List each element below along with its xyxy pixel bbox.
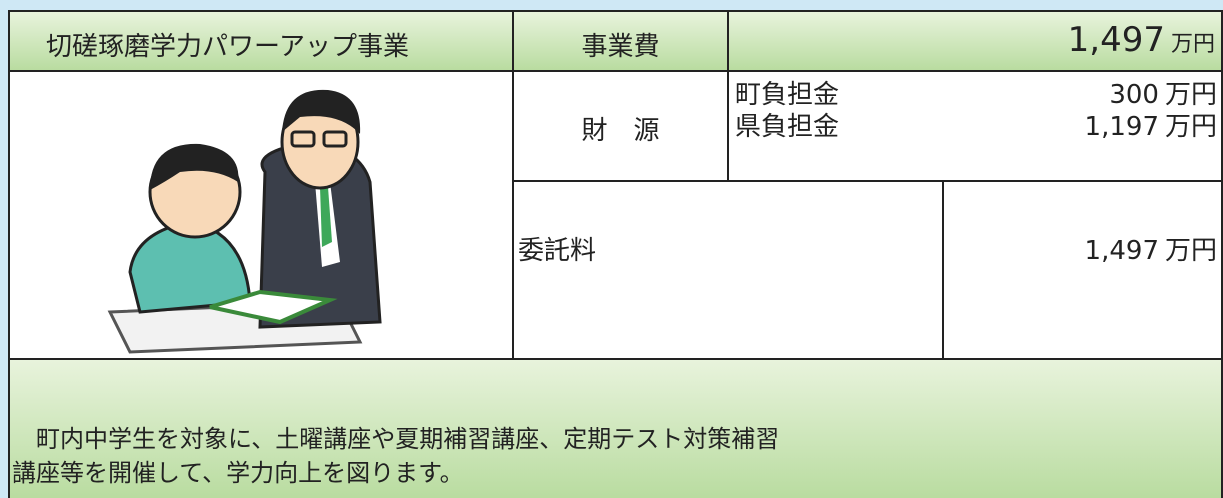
unit: 万円 [1164, 80, 1217, 110]
cost-label: 事業費 [581, 32, 660, 62]
commission-cell: 1,497 万円 [942, 180, 1223, 360]
funding-amount: 300 万円 [1109, 74, 1217, 111]
unit: 万円 [1164, 236, 1217, 266]
description: 町内中学生を対象に、土曜講座や夏期補習講座、定期テスト対策補習講座等を開催して、… [12, 425, 780, 487]
amount: 1,197 [1084, 112, 1159, 142]
funding-name: 町負担金 [735, 80, 840, 110]
funding-label-cell: 財 源 [512, 70, 729, 182]
funding-label: 財 源 [581, 116, 660, 146]
funding-name: 県負担金 [735, 112, 840, 142]
commission-label: 委託料 [518, 236, 597, 266]
amount: 1,497 [1067, 20, 1165, 60]
funding-cell: 町負担金 300 万円 県負担金 1,197 万円 [727, 70, 1223, 182]
amount: 300 [1109, 80, 1159, 110]
unit: 万円 [1170, 32, 1215, 57]
commission-amount: 1,497 万円 [1085, 230, 1217, 267]
unit: 万円 [1164, 112, 1217, 142]
amount: 1,497 [1084, 236, 1159, 266]
cost-amount: 1,497 万円 [1068, 20, 1215, 60]
funding-amount: 1,197 万円 [1085, 106, 1217, 143]
description-cell: 町内中学生を対象に、土曜講座や夏期補習講座、定期テスト対策補習講座等を開催して、… [8, 358, 1223, 498]
cost-cell: 1,497 万円 [727, 10, 1223, 72]
commission-label-cell: 委託料 [512, 180, 944, 360]
title-cell: 切磋琢磨学力パワーアップ事業 [8, 10, 514, 72]
cost-label-cell: 事業費 [512, 10, 729, 72]
illustration-cell [8, 70, 514, 360]
title: 切磋琢磨学力パワーアップ事業 [46, 32, 409, 62]
illustration [107, 89, 382, 354]
